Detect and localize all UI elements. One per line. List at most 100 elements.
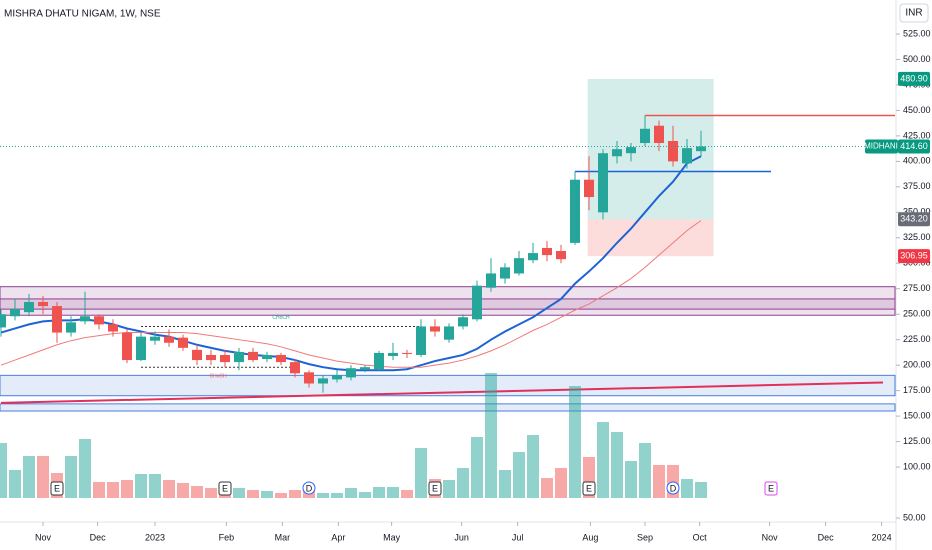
volume-bar	[387, 487, 399, 498]
candle-body	[276, 354, 286, 363]
y-tick-label: 100.00	[903, 461, 931, 471]
volume-bar	[527, 435, 539, 498]
x-tick-label: Oct	[693, 532, 708, 542]
candle-body	[178, 337, 188, 348]
volume-bar	[205, 488, 217, 498]
y-tick-label: 350.00	[903, 207, 931, 217]
candle-body	[486, 273, 496, 288]
y-tick-label: 125.00	[903, 436, 931, 446]
candle-body	[682, 148, 692, 164]
volume-bar	[499, 470, 511, 498]
volume-bar	[79, 439, 91, 498]
candle-body	[500, 267, 510, 279]
candle-body	[52, 306, 62, 333]
volume-bar	[261, 491, 273, 498]
candle-body	[24, 301, 34, 313]
candle-body	[556, 251, 566, 260]
volume-bar	[653, 465, 665, 498]
volume-bar	[401, 490, 413, 498]
volume-bar	[373, 487, 385, 498]
x-tick-label: Mar	[275, 532, 291, 542]
currency: INR	[905, 8, 922, 19]
event-label: E	[54, 483, 60, 493]
choch-label: CHoCH	[209, 374, 227, 380]
candle-body	[570, 179, 580, 243]
x-tick-label: Nov	[762, 532, 779, 542]
volume-bar	[191, 486, 203, 498]
candle-body	[290, 362, 300, 374]
x-tick-label: 2023	[145, 532, 165, 542]
volume-bar	[93, 482, 105, 498]
x-tick-label: Apr	[331, 532, 345, 542]
stop-zone	[587, 219, 714, 257]
candle-body	[262, 354, 272, 360]
candle-body	[66, 322, 76, 333]
x-tick-label: Jun	[454, 532, 469, 542]
candle-body	[374, 352, 384, 370]
candle-body	[304, 372, 314, 384]
y-tick-label: 225.00	[903, 334, 931, 344]
candle-body	[696, 146, 706, 152]
chart-title: MISHRA DHATU NIGAM, 1W, NSE	[4, 9, 161, 20]
candle-body	[542, 247, 552, 256]
candle-body	[164, 336, 174, 343]
x-tick-label: Aug	[582, 532, 598, 542]
zone	[0, 286, 896, 316]
candle-body	[80, 316, 90, 322]
candle-body	[514, 258, 524, 274]
candle-body	[528, 253, 538, 261]
volume-bar	[681, 479, 693, 498]
y-tick-label: 525.00	[903, 28, 931, 38]
price-tag	[898, 249, 930, 264]
x-tick-label: Jul	[512, 532, 524, 542]
volume-bar	[457, 468, 469, 498]
volume-bar	[443, 480, 455, 498]
event-marker	[50, 481, 64, 496]
x-tick-label: Nov	[35, 532, 52, 542]
volume-bar	[163, 480, 175, 498]
candle-body	[332, 375, 342, 380]
y-tick-label: 425.00	[903, 130, 931, 140]
candle-body	[38, 301, 48, 307]
target-zone	[587, 78, 714, 220]
candle-body	[122, 332, 132, 361]
y-tick-label: 175.00	[903, 385, 931, 395]
volume-bar	[107, 482, 119, 498]
event-marker	[764, 481, 778, 496]
volume-bar	[569, 386, 581, 498]
candle-body	[206, 354, 216, 361]
candle-body	[234, 351, 244, 363]
candle-body	[626, 147, 636, 154]
y-tick-label: 400.00	[903, 156, 931, 166]
event-label: D	[306, 483, 313, 493]
volume-bar	[471, 437, 483, 498]
price-tag-label: 343.20	[900, 214, 928, 224]
volume-bar	[233, 488, 245, 498]
event-marker	[302, 481, 316, 495]
candle-body	[640, 128, 650, 144]
event-label: D	[670, 483, 677, 493]
volume-bar	[135, 474, 147, 498]
moving-average	[0, 220, 702, 368]
y-tick-label: 275.00	[903, 283, 931, 293]
volume-bar	[0, 443, 7, 498]
candle-body	[220, 354, 230, 363]
candle-body	[612, 149, 622, 157]
y-tick-label: 375.00	[903, 181, 931, 191]
zone	[0, 374, 896, 397]
symbol-tag	[865, 139, 898, 154]
volume-bar	[625, 461, 637, 498]
event-label: E	[586, 483, 592, 493]
volume-bar	[639, 443, 651, 498]
volume-bar	[275, 493, 287, 498]
y-tick-label: 250.00	[903, 309, 931, 319]
candle-body	[416, 326, 426, 355]
volume-bar	[149, 474, 161, 498]
candle-body	[108, 324, 118, 332]
volume-bar	[9, 470, 21, 498]
currency-box[interactable]	[899, 3, 929, 23]
candle-body	[318, 378, 328, 384]
choch-label: CHoCH	[272, 315, 290, 321]
